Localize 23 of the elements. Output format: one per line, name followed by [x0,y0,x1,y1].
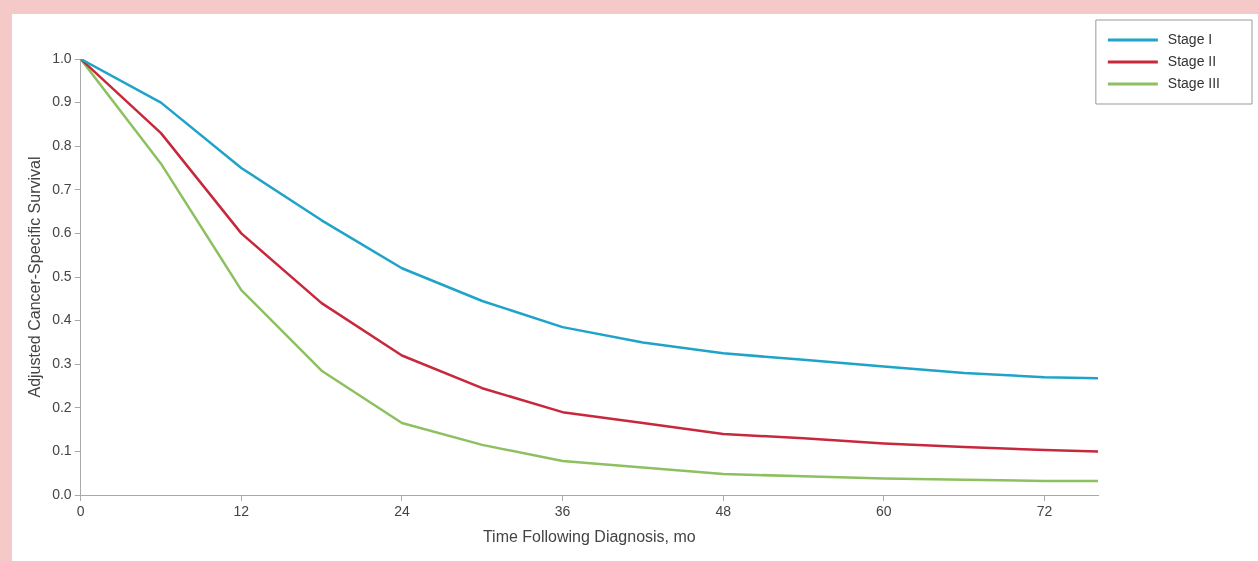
legend-label: Stage I [1167,30,1213,47]
x-tick-label: 0 [76,503,85,520]
y-tick-label: 0.4 [52,311,72,328]
x-tick-label: 60 [876,503,892,520]
x-tick-label: 24 [394,503,410,520]
y-tick-label: 1.0 [52,49,72,66]
x-tick-label: 72 [1036,503,1053,520]
legend-label: Stage III [1167,74,1221,91]
y-tick-label: 0.5 [52,267,72,284]
y-tick-label: 0.1 [52,442,72,459]
x-tick-label: 36 [554,503,571,520]
y-tick-label: 0.0 [52,485,72,502]
y-tick-label: 0.3 [52,355,72,372]
y-tick-label: 0.7 [52,180,72,197]
legend-label: Stage II [1167,52,1217,69]
x-axis-title: Time Following Diagnosis, mo [482,527,696,545]
y-tick-label: 0.9 [52,93,72,110]
y-axis-title: Adjusted Cancer-Specific Survival [26,156,44,398]
y-tick-label: 0.6 [52,224,72,241]
x-tick-label: 12 [233,503,250,520]
y-tick-label: 0.2 [52,398,72,415]
x-tick-label: 48 [715,503,732,520]
y-tick-label: 0.8 [52,137,72,154]
